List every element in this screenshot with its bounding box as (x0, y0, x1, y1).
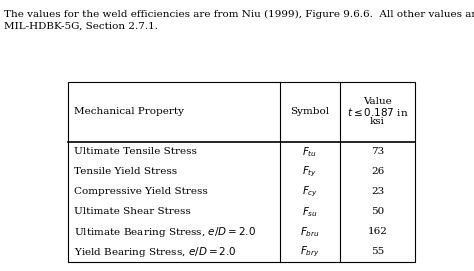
Text: $F_{bry}$: $F_{bry}$ (300, 245, 320, 259)
Text: $F_{su}$: $F_{su}$ (302, 205, 318, 219)
Text: Mechanical Property: Mechanical Property (74, 108, 184, 117)
Text: 73: 73 (371, 147, 384, 156)
Text: $t \leq 0.187$ in: $t \leq 0.187$ in (346, 106, 408, 118)
Text: ksi: ksi (370, 118, 385, 127)
Text: $F_{bru}$: $F_{bru}$ (300, 225, 320, 239)
Text: 23: 23 (371, 188, 384, 196)
Text: Symbol: Symbol (291, 108, 329, 117)
Text: MIL-HDBK-5G, Section 2.7.1.: MIL-HDBK-5G, Section 2.7.1. (4, 22, 158, 31)
Text: Yield Bearing Stress, $e/D = 2.0$: Yield Bearing Stress, $e/D = 2.0$ (74, 245, 237, 259)
Text: Tensile Yield Stress: Tensile Yield Stress (74, 167, 177, 176)
Text: 55: 55 (371, 247, 384, 256)
Text: $F_{cy}$: $F_{cy}$ (302, 185, 318, 199)
Text: Compressive Yield Stress: Compressive Yield Stress (74, 188, 208, 196)
Text: 26: 26 (371, 167, 384, 176)
Bar (68, 82, 415, 262)
Text: The values for the weld efficiencies are from Niu (1999), Figure 9.6.6.  All oth: The values for the weld efficiencies are… (4, 10, 474, 19)
Text: Ultimate Bearing Stress, $e/D = 2.0$: Ultimate Bearing Stress, $e/D = 2.0$ (74, 225, 256, 239)
Text: Ultimate Shear Stress: Ultimate Shear Stress (74, 208, 191, 217)
Text: $F_{ty}$: $F_{ty}$ (302, 165, 318, 179)
Text: 50: 50 (371, 208, 384, 217)
Text: $F_{tu}$: $F_{tu}$ (302, 145, 318, 159)
Text: Ultimate Tensile Stress: Ultimate Tensile Stress (74, 147, 197, 156)
Text: 162: 162 (367, 227, 387, 237)
Text: Value: Value (363, 98, 392, 107)
